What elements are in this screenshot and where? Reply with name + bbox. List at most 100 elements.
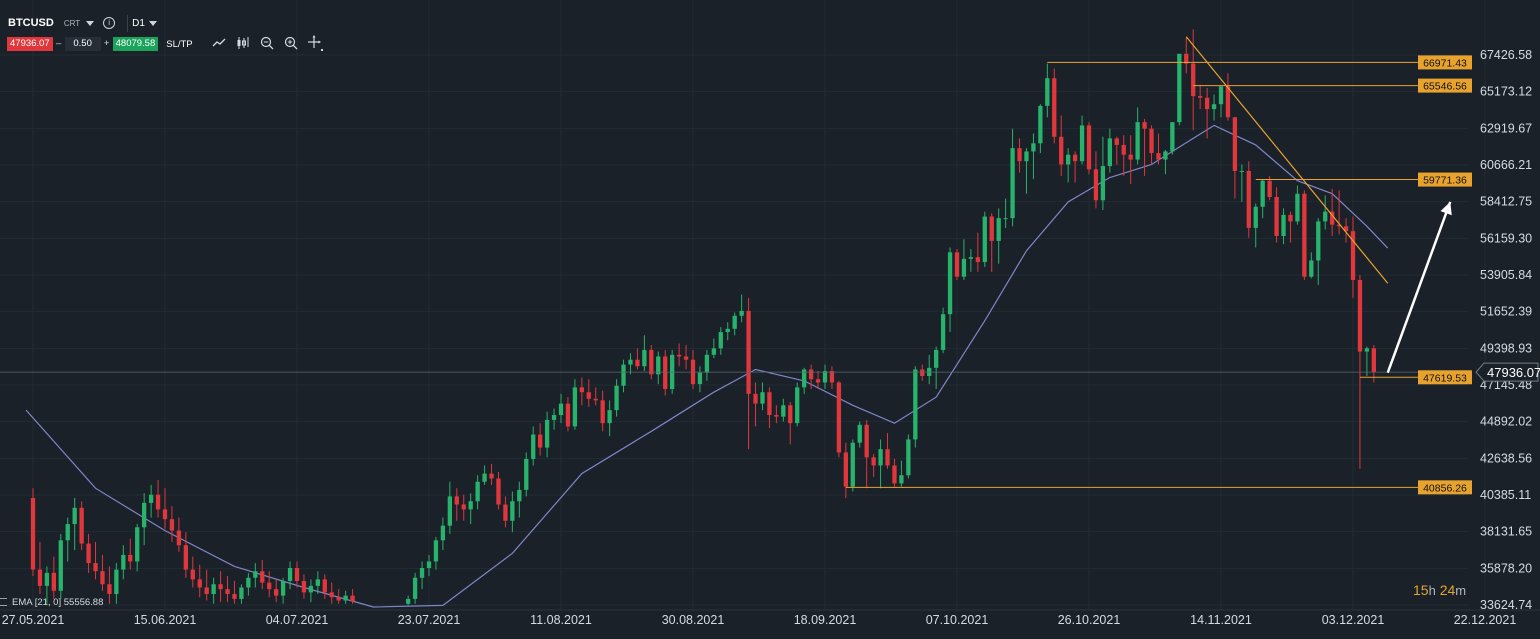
trend-line[interactable]: [1185, 36, 1389, 284]
candle-body: [65, 524, 70, 541]
candle-body: [579, 387, 584, 393]
candle-body: [1274, 196, 1279, 237]
price-level-tag[interactable]: [1418, 480, 1472, 495]
candle: [86, 533, 91, 573]
candle-body: [1142, 122, 1147, 129]
candle: [711, 338, 716, 359]
candle: [767, 387, 772, 429]
candle-body: [1246, 170, 1251, 228]
candle-body: [656, 356, 661, 375]
chevron-down-icon[interactable]: [86, 20, 95, 26]
sell-button[interactable]: 47936.07: [7, 37, 53, 51]
candle: [1072, 151, 1078, 183]
candle: [100, 554, 105, 591]
candle: [600, 390, 605, 432]
candle: [51, 556, 56, 599]
date-tick-label: 23.07.2021: [398, 613, 461, 627]
candle-body: [1211, 104, 1217, 110]
candle-body: [496, 478, 501, 505]
date-tick-label: 04.07.2021: [266, 613, 329, 627]
candle-body: [649, 349, 654, 375]
candle-body: [489, 473, 494, 479]
price-level-tag[interactable]: [1418, 78, 1472, 93]
candle-body: [121, 554, 126, 570]
candle-body: [934, 349, 939, 368]
candle: [690, 349, 696, 389]
info-icon[interactable]: i: [103, 17, 116, 29]
date-tick-label: 18.09.2021: [794, 613, 857, 627]
candle-body: [419, 567, 425, 578]
candle-body: [593, 398, 598, 401]
candle-body: [1260, 180, 1265, 207]
candle: [1149, 125, 1154, 165]
chevron-down-icon: [148, 20, 157, 26]
candle-body: [72, 507, 77, 525]
candle-body: [322, 579, 327, 593]
candle-body: [475, 481, 480, 502]
price-tick-label: 65173.12: [1480, 85, 1532, 99]
price-levels[interactable]: 66971.43 65546.56 59771.36 47619.53 40856.26: [0, 55, 1472, 495]
price-level-label: 66971.43: [1423, 57, 1467, 69]
quantity-input[interactable]: 0.50: [64, 37, 101, 51]
candle-body: [586, 392, 591, 399]
candle: [176, 517, 182, 552]
candle-body: [79, 507, 84, 544]
candle-body: [287, 567, 293, 581]
indicator-legend[interactable]: EMA [21, 0] 55556.88: [0, 597, 103, 608]
candle-body: [857, 424, 862, 443]
projection-arrow-shaft[interactable]: [1386, 201, 1452, 374]
sltp-button[interactable]: SL/TP: [166, 38, 193, 50]
candle: [1079, 115, 1085, 165]
candle: [128, 538, 133, 570]
decrease-quantity-button[interactable]: –: [52, 37, 65, 51]
candles-icon[interactable]: [231, 36, 255, 52]
chart-toolbar: BTCUSD CRT i D1 47936.07 – 0.50 + 48079.…: [0, 0, 1460, 60]
candle-body: [1218, 86, 1224, 105]
symbol-name[interactable]: BTCUSD: [8, 17, 54, 29]
price-tick-label: 40385.11: [1480, 488, 1531, 502]
candle-body: [1163, 151, 1168, 160]
candle: [412, 572, 418, 604]
price-source: CRT: [63, 18, 81, 28]
candle-body: [663, 356, 668, 389]
price-level-tag[interactable]: [1418, 370, 1472, 385]
timeframe-select[interactable]: D1: [127, 14, 170, 32]
candle: [496, 471, 501, 510]
candle: [913, 366, 918, 448]
candle-body: [850, 442, 855, 487]
candle-body: [815, 379, 821, 383]
line-chart-icon[interactable]: [207, 37, 231, 51]
crosshair-icon[interactable]: [303, 34, 327, 54]
time-axis: 27.05.2021 15.06.2021 04.07.2021 23.07.2021…: [0, 609, 1540, 639]
candle-body: [260, 571, 265, 583]
increase-quantity-button[interactable]: +: [100, 37, 113, 51]
candle: [1100, 136, 1106, 211]
candle: [1309, 252, 1314, 279]
candle: [1316, 218, 1321, 285]
candle-body: [1316, 221, 1321, 261]
candle-body: [1038, 105, 1043, 144]
buy-button[interactable]: 48079.58: [112, 37, 159, 51]
candle: [301, 574, 307, 599]
candle-body: [218, 584, 223, 590]
projection-arrow-head[interactable]: [1440, 201, 1452, 216]
candle-body: [86, 543, 91, 564]
candle-body: [1336, 224, 1342, 227]
candle: [1260, 179, 1265, 219]
countdown-hours-unit: h: [1428, 583, 1436, 598]
price-level-tag[interactable]: [1418, 172, 1472, 187]
candle: [544, 411, 550, 458]
candle: [940, 307, 946, 354]
candle: [211, 577, 216, 604]
zoom-out-icon[interactable]: [255, 36, 279, 53]
menu-icon[interactable]: [0, 598, 7, 606]
price-tick-label: 67426.58: [1480, 48, 1532, 62]
drawings[interactable]: [1185, 36, 1452, 374]
price-level-tag[interactable]: [1418, 55, 1472, 70]
candle-body: [524, 458, 529, 490]
zoom-in-icon[interactable]: [279, 36, 303, 53]
candle: [725, 322, 730, 341]
candle-body: [913, 369, 918, 440]
candle-body: [614, 385, 619, 411]
